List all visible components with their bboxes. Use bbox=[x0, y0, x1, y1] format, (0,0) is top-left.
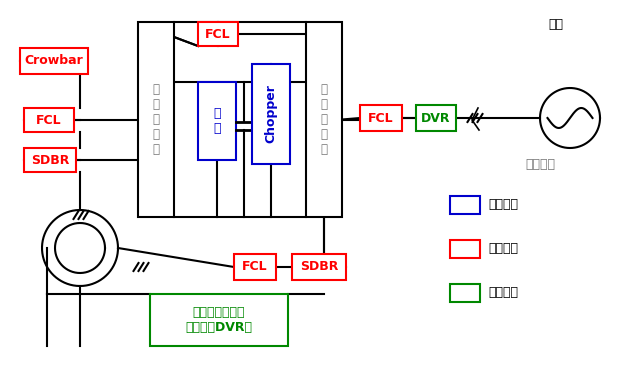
Text: SDBR: SDBR bbox=[300, 261, 338, 273]
Bar bbox=[198, 22, 238, 46]
Text: FCL: FCL bbox=[242, 261, 268, 273]
Text: FCL: FCL bbox=[205, 28, 231, 40]
Bar bbox=[450, 284, 480, 302]
Text: Chopper: Chopper bbox=[264, 85, 278, 144]
Bar bbox=[306, 22, 342, 217]
Bar bbox=[150, 294, 288, 346]
Bar bbox=[234, 254, 276, 280]
Text: SDBR: SDBR bbox=[31, 153, 69, 166]
Bar bbox=[450, 240, 480, 258]
Text: 机
侧
变
流
器: 机 侧 变 流 器 bbox=[152, 83, 159, 156]
Bar bbox=[138, 22, 174, 217]
Text: 定子开绕组电压
支撑（类DVR）: 定子开绕组电压 支撑（类DVR） bbox=[186, 306, 253, 334]
Text: 电网: 电网 bbox=[548, 18, 563, 31]
Text: Crowbar: Crowbar bbox=[24, 54, 83, 67]
Text: 电压支撑: 电压支撑 bbox=[488, 287, 518, 300]
Bar bbox=[416, 105, 456, 131]
Text: 过流保护: 过流保护 bbox=[488, 243, 518, 255]
Text: 储
能: 储 能 bbox=[213, 107, 221, 135]
Bar bbox=[252, 64, 290, 164]
Text: DVR: DVR bbox=[421, 112, 451, 124]
Text: FCL: FCL bbox=[36, 113, 62, 127]
Bar bbox=[24, 148, 76, 172]
Text: FCL: FCL bbox=[368, 112, 394, 124]
Bar bbox=[24, 108, 74, 132]
Bar bbox=[360, 105, 402, 131]
Bar bbox=[450, 196, 480, 214]
Bar bbox=[292, 254, 346, 280]
Bar bbox=[198, 82, 236, 160]
Bar bbox=[20, 48, 88, 74]
Text: 网
侧
变
流
器: 网 侧 变 流 器 bbox=[321, 83, 328, 156]
Text: 短路故障: 短路故障 bbox=[525, 159, 555, 171]
Text: 能量平衡: 能量平衡 bbox=[488, 198, 518, 212]
